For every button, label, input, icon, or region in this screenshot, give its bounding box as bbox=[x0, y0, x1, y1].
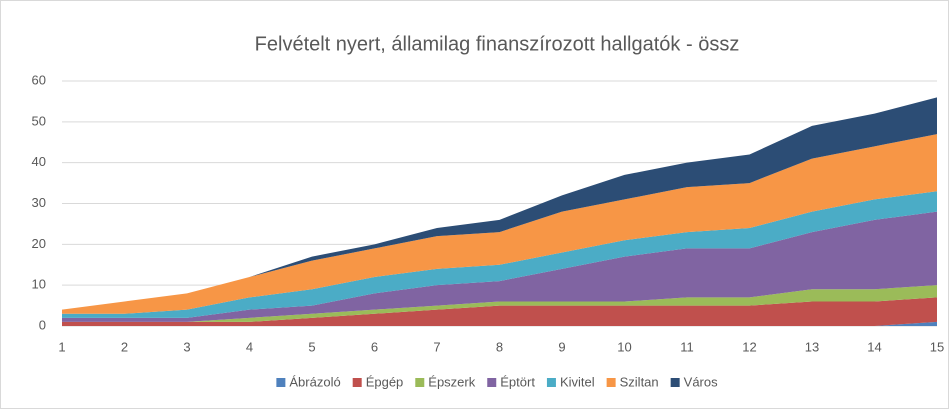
legend-label: Épgép bbox=[366, 374, 404, 389]
chart-title: Felvételt nyert, államilag finanszírozot… bbox=[255, 33, 740, 55]
area bbox=[62, 297, 937, 326]
legend-swatch bbox=[276, 378, 286, 387]
legend-swatch bbox=[546, 378, 556, 387]
x-tick-label: 9 bbox=[558, 339, 565, 354]
area bbox=[62, 134, 937, 314]
legend-swatch bbox=[415, 378, 425, 387]
x-tick-label: 12 bbox=[742, 339, 756, 354]
x-tick-label: 14 bbox=[867, 339, 881, 354]
x-tick-label: 6 bbox=[371, 339, 378, 354]
y-tick-label: 10 bbox=[32, 277, 46, 292]
area bbox=[62, 97, 937, 310]
legend-swatch bbox=[606, 378, 616, 387]
legend-label: Sziltan bbox=[620, 374, 659, 389]
y-tick-label: 20 bbox=[32, 236, 46, 251]
legend-swatch bbox=[670, 378, 680, 387]
y-tick-label: 40 bbox=[32, 154, 46, 169]
legend-label: Kivitel bbox=[560, 374, 595, 389]
legend-label: Ábrázoló bbox=[289, 374, 340, 389]
x-tick-label: 15 bbox=[930, 339, 944, 354]
y-tick-label: 60 bbox=[32, 72, 46, 87]
x-tick-label: 3 bbox=[183, 339, 190, 354]
area bbox=[62, 285, 937, 322]
area bbox=[62, 211, 937, 322]
x-tick-label: 4 bbox=[246, 339, 253, 354]
y-tick-label: 0 bbox=[39, 317, 46, 332]
y-tick-label: 30 bbox=[32, 195, 46, 210]
x-tick-label: 10 bbox=[617, 339, 631, 354]
y-tick-label: 50 bbox=[32, 113, 46, 128]
x-tick-label: 8 bbox=[496, 339, 503, 354]
x-tick-label: 2 bbox=[121, 339, 128, 354]
x-tick-label: 5 bbox=[308, 339, 315, 354]
x-tick-label: 13 bbox=[805, 339, 819, 354]
legend-label: Éptört bbox=[500, 374, 535, 389]
x-tick-label: 1 bbox=[58, 339, 65, 354]
x-tick-label: 11 bbox=[680, 339, 694, 354]
legend-swatch bbox=[352, 378, 362, 387]
x-tick-label: 7 bbox=[433, 339, 440, 354]
legend-label: Épszerk bbox=[428, 374, 475, 389]
legend-swatch bbox=[487, 378, 497, 387]
legend-label: Város bbox=[684, 374, 718, 389]
